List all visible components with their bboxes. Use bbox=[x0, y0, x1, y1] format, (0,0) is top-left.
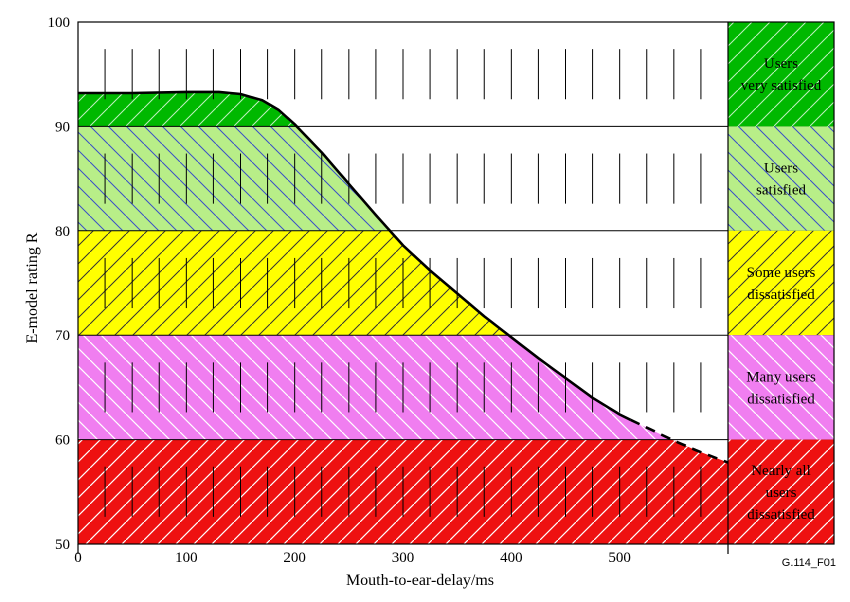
legend-label-2-0: Some users bbox=[747, 265, 816, 281]
satisfaction-legend: Users very satisfied Users satisfied Some us… bbox=[728, 22, 834, 544]
x-tick-label: 200 bbox=[283, 550, 306, 566]
x-tick-label: 400 bbox=[500, 550, 523, 566]
axis-tick-labels: 50 60 70 80 90 100 0 100 200 300 400 500 bbox=[48, 15, 631, 566]
x-axis-label: Mouth-to-ear-delay/ms bbox=[346, 572, 494, 589]
legend-label-4-2: dissatisfied bbox=[747, 507, 815, 523]
y-tick-label: 80 bbox=[55, 224, 70, 240]
y-tick-label: 60 bbox=[55, 433, 70, 449]
y-axis-label: E-model rating R bbox=[24, 232, 41, 343]
legend-hatch-4 bbox=[728, 439, 834, 544]
y-tick-label: 100 bbox=[48, 15, 71, 31]
y-tick-label: 70 bbox=[55, 328, 70, 344]
y-tick-label: 90 bbox=[55, 119, 70, 135]
x-tick-label: 300 bbox=[392, 550, 415, 566]
legend-label-0-0: Users bbox=[764, 56, 798, 72]
x-tick-label: 500 bbox=[608, 550, 631, 566]
legend-hatch-3 bbox=[728, 335, 834, 440]
legend-hatch-2 bbox=[728, 230, 834, 336]
legend-label-3-0: Many users bbox=[746, 369, 816, 385]
legend-label-1-1: satisfied bbox=[756, 183, 806, 199]
legend-label-4-0: Nearly all bbox=[751, 463, 811, 479]
legend-label-2-1: dissatisfied bbox=[747, 287, 815, 303]
minor-tick-marks bbox=[104, 49, 702, 517]
legend-hatch-1 bbox=[728, 126, 834, 231]
curve-series-0 bbox=[78, 90, 632, 421]
outer-frame bbox=[77, 21, 835, 545]
legend-label-3-1: dissatisfied bbox=[747, 391, 815, 407]
x-tick-label: 0 bbox=[74, 550, 82, 566]
legend-label-0-1: very satisfied bbox=[741, 78, 822, 94]
curve-series-1 bbox=[629, 418, 729, 464]
x-tick-label: 100 bbox=[175, 550, 198, 566]
r-curve bbox=[78, 90, 729, 464]
gridlines bbox=[78, 125, 834, 441]
legend-label-4-1: users bbox=[766, 485, 797, 501]
y-tick-label: 50 bbox=[55, 537, 70, 553]
plot-frame bbox=[77, 21, 835, 554]
reference-code: G.114_F01 bbox=[782, 557, 836, 569]
legend-label-1-0: Users bbox=[764, 161, 798, 177]
legend-hatch-0 bbox=[728, 22, 834, 127]
